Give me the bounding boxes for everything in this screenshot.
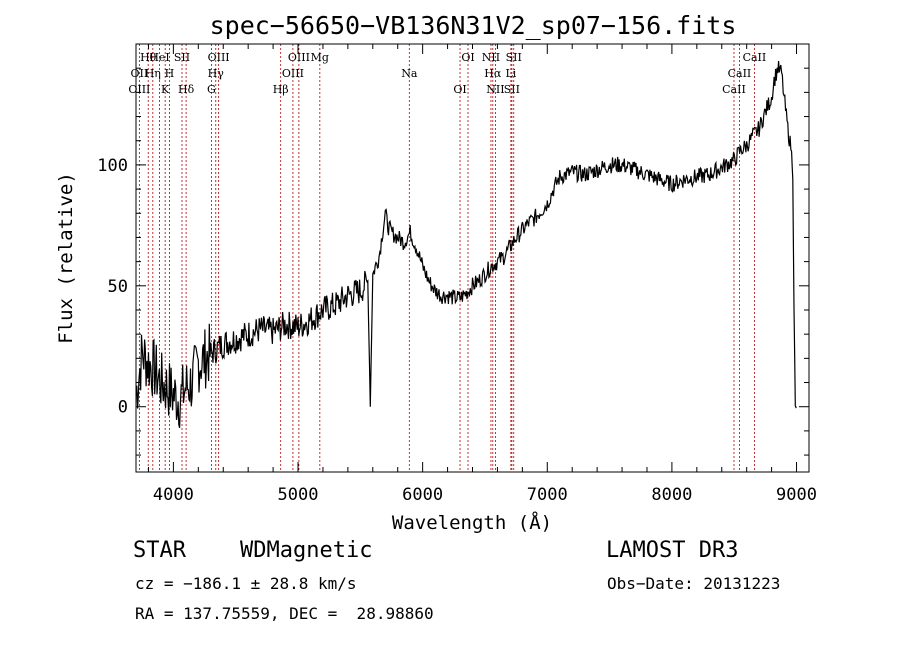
line-marker-label: OIII (128, 83, 150, 96)
line-marker-label: Hη (145, 67, 161, 80)
axis-ticks: 4000 5000 6000 7000 8000 9000 0 50 100 (97, 44, 817, 505)
line-marker-label: OII (131, 67, 149, 80)
line-marker-label: CaII (728, 67, 752, 80)
spectrum-series-line (135, 60, 797, 429)
x-tick-label: 6000 (402, 485, 443, 505)
redshift-velocity: cz = −186.1 ± 28.8 km/s (135, 574, 357, 593)
line-marker-label: CaII (743, 51, 767, 64)
x-tick-label: 7000 (527, 485, 568, 505)
chart-title: spec−56650−VB136N31V2_sp07−156.fits (210, 11, 737, 40)
x-tick-label: 9000 (776, 485, 817, 505)
line-marker-label: H (165, 67, 175, 80)
line-marker-label: OIII (282, 67, 304, 80)
line-marker-label: Hγ (208, 67, 225, 80)
x-axis-label: Wavelength (Å) (392, 511, 552, 534)
y-axis-label: Flux (relative) (55, 172, 77, 344)
line-marker-label: NII (486, 83, 504, 96)
line-marker-label: NII (482, 51, 500, 64)
line-marker-label: K (161, 83, 170, 96)
y-tick-label: 100 (97, 156, 128, 176)
line-marker-label: Mg (311, 51, 329, 64)
emission-line-markers: HθOIIOIIIHeIHηKSIIHHδOIIIHγGOIIIOIIIHβMg… (128, 44, 766, 472)
line-marker-label: Hβ (273, 83, 289, 96)
x-tick-label: 8000 (651, 485, 692, 505)
x-tick-label: 4000 (153, 485, 194, 505)
line-marker-label: HeI (149, 51, 169, 64)
line-marker-label: Li (505, 67, 516, 80)
line-marker-label: Hα (484, 67, 502, 80)
line-marker-label: SII (174, 51, 190, 64)
line-marker-label: SII (506, 51, 522, 64)
line-marker-label: OIII (288, 51, 310, 64)
y-tick-label: 0 (118, 398, 128, 418)
x-tick-label: 5000 (278, 485, 319, 505)
y-tick-label: 50 (108, 277, 128, 297)
object-subclass: WDMagnetic (240, 538, 373, 563)
observation-date: Obs−Date: 20131223 (607, 574, 781, 593)
line-marker-label: OI (453, 83, 466, 96)
survey-name: LAMOST DR3 (606, 538, 739, 563)
coordinates: RA = 137.75559, DEC = 28.98860 (135, 604, 434, 623)
line-marker-label: SII (504, 83, 520, 96)
line-marker-label: OIII (208, 51, 230, 64)
line-marker-label: CaII (722, 83, 746, 96)
line-marker-label: OI (461, 51, 474, 64)
object-class: STAR (133, 538, 186, 563)
line-marker-label: Hδ (178, 83, 195, 96)
plot-frame (135, 43, 810, 473)
line-marker-label: G (207, 83, 216, 96)
line-marker-label: Na (401, 67, 418, 80)
